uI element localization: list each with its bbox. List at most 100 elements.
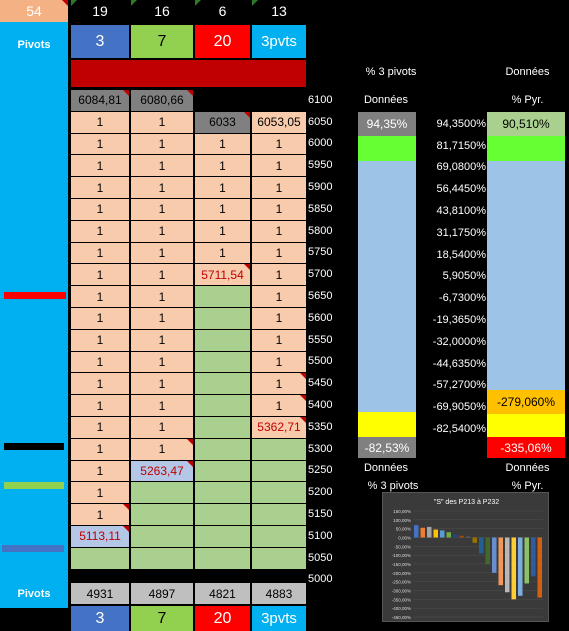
mini-chart[interactable]: "S" des P213 à P232 150,00% 100,00% 50,00%… [382, 492, 549, 622]
grid-cell: 1 [71, 460, 129, 482]
pct3-top-value: 94,35% [358, 112, 416, 136]
grid-cell: 1 [252, 199, 306, 220]
grid-cell: 1 [71, 264, 129, 286]
pivots-label-top: Pivots [17, 39, 51, 51]
count-col3: 6 [195, 0, 250, 22]
grid-cell: 1 [71, 286, 129, 307]
grid-cell: 1 [252, 373, 306, 395]
grid-cell [252, 460, 306, 482]
grid-cell [195, 504, 250, 525]
pivot-top-col1: 3 [71, 25, 129, 58]
top-value-col1: 6084,81 [71, 90, 129, 111]
grid-cell [131, 482, 193, 504]
level-label: 5150 [308, 508, 333, 521]
level-label: 5800 [308, 224, 333, 237]
mini-chart-bar [459, 535, 464, 538]
sum-col3: 4821 [195, 583, 250, 604]
grid-cell [195, 417, 250, 438]
pct3-column-bg [358, 112, 416, 456]
pyr-5350-value: -335,06% [487, 437, 565, 458]
grid-cell: 1 [71, 155, 129, 177]
grid-cell: 1 [252, 133, 306, 155]
grid-cell [195, 526, 250, 547]
pct3-bottom-value: -82,53% [358, 437, 416, 458]
level-label: 5250 [308, 464, 333, 477]
sum-col4: 4883 [252, 583, 306, 604]
level-label: 6000 [308, 137, 333, 150]
grid-cell: 1 [71, 373, 129, 395]
left-sidebar [0, 22, 68, 608]
grid-cell: 1 [131, 417, 193, 438]
grid-cell: 1 [131, 155, 193, 177]
grid-cell: 1 [131, 286, 193, 307]
subheader-donnees: Données [363, 94, 409, 106]
grid-cell: 1 [131, 177, 193, 198]
mini-chart-bar [414, 525, 419, 538]
level-label: 5500 [308, 355, 333, 368]
level-label: 5600 [308, 311, 333, 324]
grid-cell [71, 547, 129, 569]
grid-cell [195, 308, 250, 329]
grid-cell: 1 [131, 220, 193, 242]
pivot-top-col2: 7 [131, 25, 193, 58]
level-label: 6100 [308, 93, 333, 106]
mini-chart-bar [446, 532, 451, 538]
grid-cell: 1 [252, 308, 306, 329]
mini-chart-bar [518, 537, 523, 596]
level-label: 5450 [308, 377, 333, 390]
grid-cell: 1 [71, 329, 129, 351]
grid-cell [252, 438, 306, 460]
donnees-value: 43,8100% [436, 205, 486, 218]
grid-cell-6050-col3: 6033 [195, 111, 250, 133]
grid-cell: 1 [252, 329, 306, 351]
red-band [71, 60, 306, 87]
pivot-bottom-col4: 3pvts [252, 606, 306, 631]
grid-cell: 1 [252, 395, 306, 416]
donnees-value: 5,9050% [442, 270, 486, 283]
pyr-green [487, 136, 565, 161]
level-label: 5350 [308, 420, 333, 433]
grid-cell: 1 [252, 242, 306, 264]
footer-donnees-1: Données [363, 462, 409, 474]
pivot-bottom-col3: 20 [195, 606, 250, 631]
level-label: 6050 [308, 115, 333, 128]
pyr-5450-value: -279,060% [487, 390, 565, 414]
grid-cell [195, 460, 250, 482]
mini-chart-bar [453, 533, 458, 538]
donnees-value: -32,0000% [432, 335, 486, 348]
donnees-value: -19,3650% [432, 314, 486, 327]
donnees-value: -57,2700% [432, 379, 486, 392]
value-5113-cell: 5113,11 [71, 526, 129, 547]
grid-cell: 1 [252, 286, 306, 307]
level-label: 5300 [308, 442, 333, 455]
mini-chart-bar [440, 530, 445, 538]
grid-cell: 1 [131, 242, 193, 264]
grid-cell [195, 329, 250, 351]
donnees-value: 94,3500% [436, 117, 486, 130]
grid-cell-6050-col2: 1 [131, 111, 193, 133]
sum-col2: 4897 [131, 583, 193, 604]
pivots-label-bottom: Pivots [17, 588, 51, 600]
grid-cell: 1 [131, 329, 193, 351]
grid-cell: 1 [195, 220, 250, 242]
mini-chart-bar [420, 527, 425, 538]
grid-cell: 1 [252, 351, 306, 373]
mini-chart-y-tick: 100,00% [393, 518, 411, 523]
grid-cell [131, 504, 193, 525]
mini-chart-y-tick: -200,00% [392, 571, 411, 576]
mini-chart-bar [492, 537, 497, 573]
grid-cell: 1 [252, 220, 306, 242]
mini-chart-bar [524, 537, 529, 584]
pct3-yellow [358, 412, 416, 437]
donnees-value: 81,7150% [436, 139, 486, 152]
mini-chart-bar [505, 537, 510, 593]
marker-blue [2, 545, 64, 552]
grid-cell: 1 [131, 199, 193, 220]
level-label: 5100 [308, 529, 333, 542]
count-col1: 19 [71, 0, 129, 22]
grid-cell: 1 [71, 417, 129, 438]
grid-cell: 1 [71, 482, 129, 504]
grid-cell: 1 [71, 351, 129, 373]
mini-chart-y-tick: -400,00% [392, 606, 411, 611]
mini-chart-bar [531, 537, 536, 577]
